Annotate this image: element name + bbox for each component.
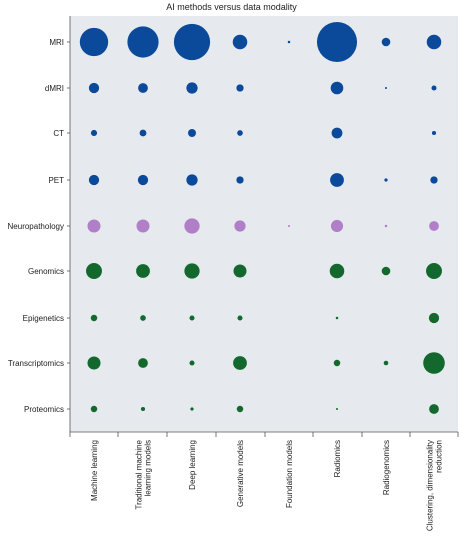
bubble [140,406,146,412]
bubble [384,178,388,182]
y-tick-label: PET [48,176,64,185]
plot-background [70,16,458,432]
bubble [137,174,149,186]
bubble [190,407,194,411]
y-tick-label: Proteomics [24,405,64,414]
bubble [189,360,195,366]
y-tick-label: Neuropathology [8,222,64,231]
bubble [184,218,200,234]
bubble [189,315,195,321]
bubble [381,37,391,47]
bubble [90,405,98,413]
bubble [233,264,247,278]
y-tick-label: dMRI [45,84,64,93]
bubble [329,263,345,279]
bubble [428,312,440,324]
x-tick-label: learning models [144,440,153,496]
bubble [330,219,344,233]
bubble [79,27,109,57]
bubble [331,127,343,139]
x-tick-label: Radiomics [333,440,342,477]
x-tick-label: Generative models [236,440,245,507]
x-tick-label: Radiogenomics [382,440,391,495]
bubble [127,26,159,58]
bubble [186,174,198,186]
bubble [140,315,146,321]
bubble [335,407,339,411]
bubble [426,263,442,279]
x-tick-label: Traditional machine [135,439,144,509]
bubble [186,82,198,94]
bubble [136,264,150,278]
chart-title: AI methods versus data modality [166,2,297,12]
bubble [236,405,244,413]
x-tick-label: Deep learning [188,440,197,490]
bubble [232,34,248,50]
bubble [383,360,389,366]
bubble [86,263,102,279]
bubble [429,221,439,231]
bubble [333,359,341,367]
bubble [237,315,243,321]
y-tick-label: Genomics [28,267,64,276]
x-tick-label: Foundation models [285,440,294,508]
bubble [426,34,442,50]
bubble [139,129,147,137]
bubble [136,219,150,233]
bubble [233,356,247,370]
bubble [88,82,100,94]
bubble [88,174,100,186]
bubble [431,85,437,91]
bubble [381,266,391,276]
bubble [316,21,358,63]
bubble [90,314,98,322]
bubble [330,173,344,187]
y-tick-label: Epigenetics [23,314,64,323]
bubble [423,352,445,374]
bubble [138,358,148,368]
y-tick-label: Transcriptomics [8,359,64,368]
bubble [287,40,291,44]
bubble [237,130,243,136]
bubble [234,220,246,232]
bubble [431,130,437,136]
bubble [184,263,200,279]
bubble [384,224,388,228]
bubble [87,219,101,233]
bubble [173,23,211,61]
bubble [87,356,101,370]
bubble [384,86,388,90]
bubble [429,404,439,414]
y-tick-label: MRI [49,38,64,47]
bubble [236,176,244,184]
bubble [335,316,339,320]
x-tick-label: reduction [435,440,444,473]
bubble [188,129,196,137]
bubble [330,81,344,95]
bubble [90,129,98,137]
bubble [236,84,244,92]
bubble [138,83,148,93]
y-tick-label: CT [53,129,64,138]
bubble [430,176,438,184]
x-tick-label: Clustering, dimensionality [426,440,435,531]
x-tick-label: Machine learning [90,440,99,501]
bubble [287,224,291,228]
